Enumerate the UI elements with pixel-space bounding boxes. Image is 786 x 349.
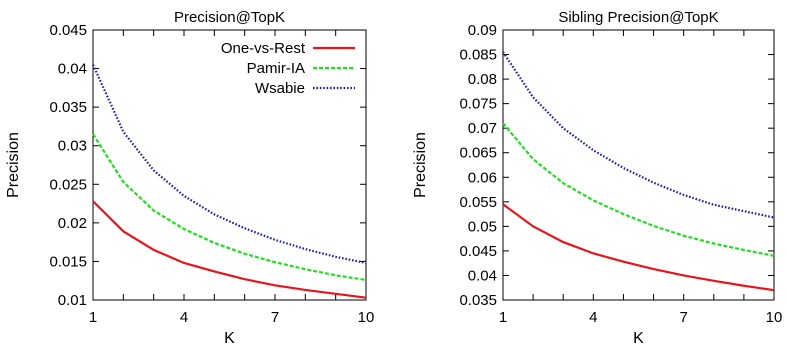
- y-tick-label: 0.05: [468, 218, 497, 235]
- chart-title: Sibling Precision@TopK: [558, 9, 718, 26]
- chart-panel-1: 0.01 0.015 0.02 0.025 0.03 0.035 0.04 0.045 1 4 7 1…: [5, 9, 374, 347]
- y-axis-label: Precision: [412, 132, 429, 198]
- y-tick-label: 0.075: [459, 96, 497, 113]
- y-tick-label: 0.01: [58, 292, 87, 309]
- y-tick-label: 0.08: [468, 71, 497, 88]
- y-axis-label: Precision: [5, 132, 22, 198]
- plot-frame: [502, 29, 775, 301]
- y-tick-label: 0.02: [58, 215, 87, 232]
- x-axis-label: K: [633, 330, 644, 347]
- series-line-wsabie: [91, 64, 367, 265]
- y-tick-label: 0.04: [58, 61, 87, 78]
- x-tick-label: 1: [499, 309, 507, 326]
- x-tick-label: 4: [180, 309, 188, 326]
- legend-label: Pamir-IA: [247, 60, 305, 77]
- legend: One-vs-Rest Pamir-IA Wsabie: [221, 40, 355, 97]
- y-tick-label: 0.03: [58, 138, 87, 155]
- y-tick-label: 0.035: [459, 292, 497, 309]
- y-tick-label: 0.015: [49, 253, 87, 270]
- x-tick-label: 4: [589, 309, 597, 326]
- y-tick-label: 0.04: [468, 267, 497, 284]
- y-tick-label: 0.035: [49, 99, 87, 116]
- y-tick-label: 0.025: [49, 176, 87, 193]
- y-tick-label: 0.085: [459, 47, 497, 64]
- x-axis-label: K: [224, 330, 235, 347]
- plot-frame: [92, 29, 367, 301]
- y-tick-label: 0.07: [468, 120, 497, 137]
- chart-panel-2: 0.035 0.04 0.045 0.05 0.055 0.06 0.065 0.07 0.07…: [412, 9, 782, 347]
- y-tick-label: 0.06: [468, 169, 497, 186]
- series-line-wsabie: [502, 51, 775, 219]
- x-tick-label: 1: [89, 309, 97, 326]
- y-tick-label: 0.09: [468, 22, 497, 39]
- series-line-one-vs-rest: [92, 200, 367, 299]
- y-tick-label: 0.055: [459, 194, 497, 211]
- series-line-pamir-ia: [92, 133, 367, 282]
- y-tick-label: 0.045: [459, 243, 497, 260]
- x-tick-label: 10: [358, 309, 375, 326]
- x-tick-label: 7: [679, 309, 687, 326]
- series-line-pamir-ia: [502, 122, 775, 257]
- x-tick-label: 10: [766, 309, 783, 326]
- y-tick-label: 0.065: [459, 145, 497, 162]
- x-tick-label: 7: [271, 309, 279, 326]
- legend-label: Wsabie: [255, 80, 305, 97]
- chart-title: Precision@TopK: [174, 9, 285, 26]
- legend-label: One-vs-Rest: [221, 40, 306, 57]
- series-line-one-vs-rest: [502, 203, 775, 292]
- y-tick-label: 0.045: [49, 22, 87, 39]
